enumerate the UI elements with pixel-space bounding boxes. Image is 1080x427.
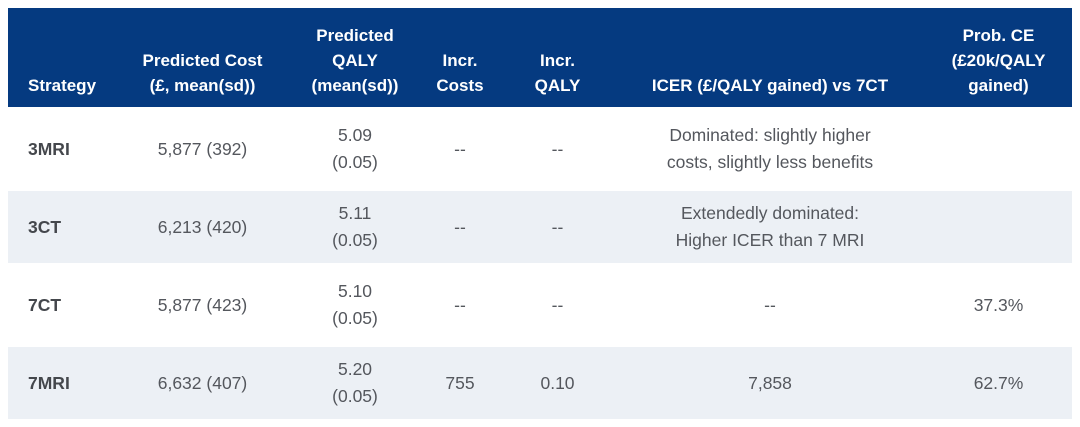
col-header-predicted-cost: Predicted Cost (£, mean(sd)) <box>115 8 290 107</box>
qaly-mean: 5.20 <box>337 359 373 379</box>
cost-effectiveness-table: Strategy Predicted Cost (£, mean(sd)) Pr… <box>8 2 1072 425</box>
icer-line: Dominated: slightly higher <box>669 125 871 145</box>
cell-incr-costs: -- <box>420 269 500 341</box>
cell-incr-qaly: -- <box>500 113 615 185</box>
table-row-3ct: 3CT 6,213 (420) 5.11 (0.05) -- -- Extend… <box>8 191 1072 263</box>
qaly-sd: (0.05) <box>332 386 378 406</box>
table-row-7mri: 7MRI 6,632 (407) 5.20 (0.05) 755 0.10 7,… <box>8 347 1072 419</box>
cell-predicted-cost: 5,877 (423) <box>115 269 290 341</box>
qaly-mean: 5.10 <box>337 281 373 301</box>
col-header-icer: ICER (£/QALY gained) vs 7CT <box>615 8 925 107</box>
col-header-predicted-qaly: Predicted QALY (mean(sd)) <box>290 8 420 107</box>
cell-predicted-cost: 6,213 (420) <box>115 191 290 263</box>
qaly-mean: 5.09 <box>337 125 373 145</box>
qaly-mean: 5.11 <box>338 203 372 223</box>
header-line: (£20k/QALY <box>951 51 1046 70</box>
cell-predicted-qaly: 5.10 (0.05) <box>290 269 420 341</box>
icer-line: -- <box>764 294 776 315</box>
table-header: Strategy Predicted Cost (£, mean(sd)) Pr… <box>8 8 1072 107</box>
icer-line: Extendedly dominated: <box>680 203 860 223</box>
cell-predicted-qaly: 5.20 (0.05) <box>290 347 420 419</box>
header-line: Strategy <box>28 76 97 95</box>
cell-prob-ce: 37.3% <box>925 269 1072 341</box>
qaly-sd: (0.05) <box>332 230 378 250</box>
cell-strategy: 3MRI <box>8 113 115 185</box>
col-header-incr-costs: Incr. Costs <box>420 8 500 107</box>
cell-icer: Dominated: slightly higher costs, slight… <box>615 113 925 185</box>
header-line: (mean(sd)) <box>311 76 399 95</box>
col-header-prob-ce: Prob. CE (£20k/QALY gained) <box>925 8 1072 107</box>
cell-incr-costs: -- <box>420 191 500 263</box>
qaly-sd: (0.05) <box>332 308 378 328</box>
cell-incr-costs: 755 <box>420 347 500 419</box>
col-header-strategy: Strategy <box>8 8 115 107</box>
header-line: QALY <box>534 76 581 95</box>
icer-line: 7,858 <box>748 372 792 393</box>
cell-incr-qaly: -- <box>500 191 615 263</box>
table-row-3mri: 3MRI 5,877 (392) 5.09 (0.05) -- -- Domin… <box>8 113 1072 185</box>
cell-strategy: 3CT <box>8 191 115 263</box>
cell-icer: Extendedly dominated: Higher ICER than 7… <box>615 191 925 263</box>
cell-predicted-cost: 6,632 (407) <box>115 347 290 419</box>
cell-predicted-qaly: 5.11 (0.05) <box>290 191 420 263</box>
icer-line: Higher ICER than 7 MRI <box>675 230 865 250</box>
header-line: ICER (£/QALY gained) vs 7CT <box>651 76 889 95</box>
cell-incr-costs: -- <box>420 113 500 185</box>
icer-line: costs, slightly less benefits <box>666 152 874 172</box>
header-line: Predicted Cost <box>142 51 263 70</box>
cell-icer: -- <box>615 269 925 341</box>
header-line: Incr. <box>442 51 478 70</box>
cell-prob-ce <box>925 113 1072 185</box>
cell-incr-qaly: 0.10 <box>500 347 615 419</box>
header-line: Costs <box>436 76 484 95</box>
cell-strategy: 7CT <box>8 269 115 341</box>
cell-icer: 7,858 <box>615 347 925 419</box>
cell-strategy: 7MRI <box>8 347 115 419</box>
header-line: gained) <box>968 76 1029 95</box>
table-row-7ct: 7CT 5,877 (423) 5.10 (0.05) -- -- -- 37.… <box>8 269 1072 341</box>
cell-prob-ce <box>925 191 1072 263</box>
cell-predicted-qaly: 5.09 (0.05) <box>290 113 420 185</box>
header-line: Predicted <box>316 26 394 45</box>
header-line: Incr. <box>540 51 575 70</box>
header-row: Strategy Predicted Cost (£, mean(sd)) Pr… <box>8 8 1072 107</box>
cell-predicted-cost: 5,877 (392) <box>115 113 290 185</box>
col-header-incr-qaly: Incr. QALY <box>500 8 615 107</box>
cell-incr-qaly: -- <box>500 269 615 341</box>
header-line: (£, mean(sd)) <box>149 76 256 95</box>
table-body: 3MRI 5,877 (392) 5.09 (0.05) -- -- Domin… <box>8 113 1072 419</box>
cell-prob-ce: 62.7% <box>925 347 1072 419</box>
header-line: Prob. CE <box>962 26 1035 45</box>
qaly-sd: (0.05) <box>332 152 378 172</box>
header-line: QALY <box>332 51 378 70</box>
